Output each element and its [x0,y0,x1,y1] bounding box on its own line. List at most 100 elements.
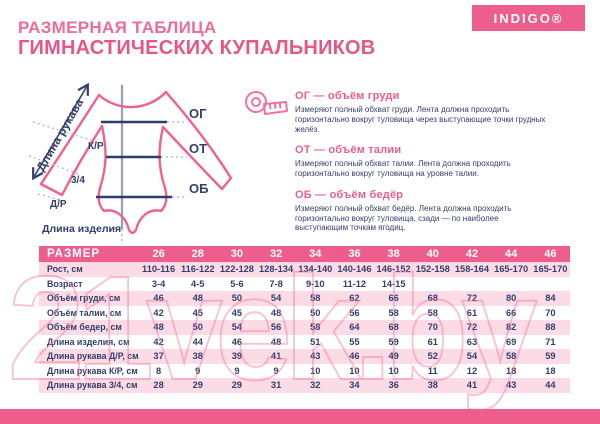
table-cell: 9 [234,365,240,376]
definition-waist-body: Измеряют полный обхват талии. Лента долж… [295,159,511,178]
table-cell: 72 [466,293,478,304]
size-column-header: 42 [452,246,492,262]
table-cell: 61 [427,336,438,347]
table-cell: 66 [388,293,399,304]
size-table-body: Рост, см 110-116 116-122 122-128 128-134 134-… [39,262,570,393]
table-cell: 9-10 [305,278,325,289]
chest-label: ОГ [189,106,207,121]
table-cell: 10 [310,365,321,376]
table-cell: 11 [427,365,438,376]
table-cell: 116-122 [180,264,215,275]
table-cell: 46 [349,351,360,362]
table-row: Рост, см 110-116 116-122 122-128 128-134 134-… [39,262,570,277]
table-cell: 48 [270,336,282,347]
size-column-header: 26 [139,246,179,262]
table-cell: 10 [388,365,399,376]
table-cell: 38 [192,351,203,362]
row-label: Объём груди, см [47,293,121,304]
table-cell: 41 [270,351,282,362]
table-cell: 58 [505,351,517,362]
table-cell: 152-158 [415,264,450,275]
table-cell: 80 [505,293,517,304]
size-column-header: 32 [256,246,296,262]
size-column-header: 28 [178,246,218,262]
table-cell: 51 [310,336,321,347]
table-cell: 18 [545,365,556,376]
table-cell: 72 [466,322,478,333]
row-label: Длина рукава Д/Р, см [47,351,139,362]
table-cell: 12 [466,365,478,376]
table-cell: 146-152 [376,264,411,275]
table-cell: 165-170 [533,264,568,275]
definition-hips-body: Измеряют полный обхват бедёр. Лента долж… [295,203,512,233]
table-cell: 82 [505,322,517,333]
size-column-header: 46 [530,246,570,262]
sleeve-length-arrow [32,82,89,181]
table-cell: 59 [545,351,556,362]
table-cell: 58 [427,307,438,318]
table-cell: 54 [231,322,243,333]
size-column-header: 34 [295,246,335,262]
table-cell: 58 [388,307,399,318]
table-cell: 84 [545,293,556,304]
table-cell: 28 [153,380,164,391]
table-cell: 48 [192,293,203,304]
size-column-header: 40 [413,246,453,262]
definition-chest: ОГ — объём груди Измеряют полный обхват … [295,90,590,134]
table-cell: 18 [505,365,517,376]
size-table-corner-label: РАЗМЕР [39,246,139,262]
table-cell: 10 [349,365,360,376]
row-label: Длина изделия, см [47,336,130,347]
table-cell [531,277,570,292]
table-cell: 42 [153,307,164,318]
table-cell: 29 [231,380,243,391]
table-cell: 64 [349,322,360,333]
table-cell: 88 [545,322,556,333]
footer-bar [0,409,600,424]
row-label: Длина рукава 3/4, см [47,380,138,391]
size-column-header: 38 [374,246,414,262]
table-cell: 50 [231,293,243,304]
short-sleeve-label: К/Р [88,141,104,152]
table-cell: 71 [545,336,556,347]
waist-label: ОТ [189,141,207,156]
table-row: Длина рукава 3/4, см 28 29 29 31 32 34 36 38 41 43… [39,378,570,393]
long-sleeve-label: Д/Р [50,199,67,210]
table-cell: 9 [273,365,279,376]
table-cell [492,277,531,292]
table-cell: 134-140 [298,264,333,275]
size-table: РАЗМЕР 26 28 30 32 34 36 38 40 42 44 46 Рост, см 11… [39,246,570,393]
table-cell: 61 [466,307,478,318]
leotard-diagram: Длина рукава ОГ ОТ ОБ К/Р 3/4 Д/Р Длина … [28,82,233,242]
table-cell: 66 [505,307,517,318]
hips-label: ОБ [189,181,208,196]
table-cell: 62 [349,293,360,304]
size-table-header: РАЗМЕР 26 28 30 32 34 36 38 40 42 44 46 [39,246,570,262]
table-cell: 69 [505,336,517,347]
table-cell: 54 [466,351,478,362]
size-header-row: РАЗМЕР 26 28 30 32 34 36 38 40 42 44 46 [39,246,570,262]
table-cell: 49 [388,351,399,362]
table-cell: 140-146 [337,264,372,275]
table-cell [413,277,452,292]
table-cell: 128-134 [259,264,294,275]
table-row: Объём бедер, см 48 50 54 56 58 64 68 70 72 82 88 [39,320,570,335]
table-cell: 36 [388,380,399,391]
table-cell: 32 [310,380,321,391]
table-row: Длина рукава Д/Р, см 37 38 39 41 43 46 49 52 54 58… [39,349,570,364]
table-cell: 70 [545,307,556,318]
table-cell: 37 [153,351,164,362]
table-cell: 46 [231,336,243,347]
table-cell: 122-128 [219,264,254,275]
table-cell: 43 [310,351,321,362]
table-cell: 39 [231,351,243,362]
size-column-header: 44 [491,246,531,262]
table-cell: 9 [195,365,201,376]
table-cell: 70 [427,322,438,333]
table-row: Возраст 3-4 4-5 5-6 7-8 9-10 11-12 14-15 [39,277,570,292]
size-column-header: 36 [334,246,375,262]
table-cell: 29 [192,380,203,391]
table-cell: 11-12 [342,278,367,289]
table-row: Объём груди, см 46 48 50 54 58 62 66 68 72 80 84 [39,291,570,306]
table-cell: 7-8 [269,278,283,289]
